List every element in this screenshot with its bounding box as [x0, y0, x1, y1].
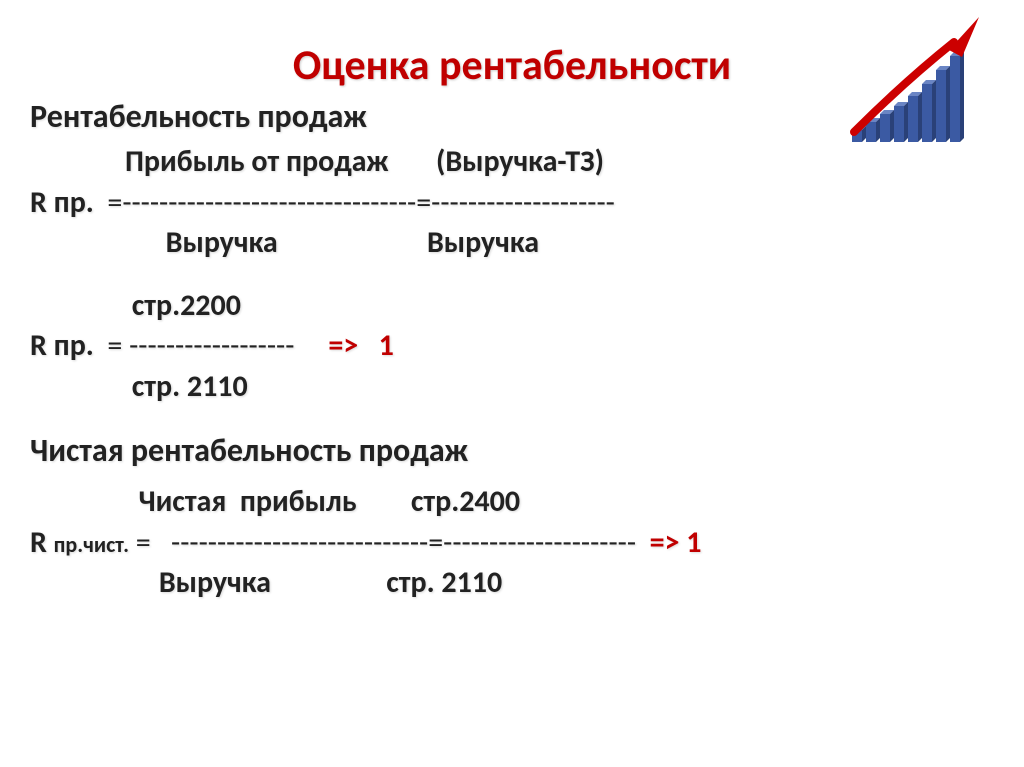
formula2-numerator: стр.2200: [30, 286, 994, 327]
formula3-line: R пр.чист. = ---------------------------…: [30, 523, 994, 564]
formula2-denominator: стр. 2110: [30, 367, 994, 408]
formula3-denominators: Выручка стр. 2110: [30, 563, 994, 604]
formula2-arrow: => 1: [328, 327, 393, 364]
formula3-prefix: R: [30, 524, 54, 561]
formula1-denominators: Выручка Выручка: [30, 223, 994, 264]
formula3-sep: = ----------------------------=---------…: [129, 524, 650, 561]
formula1-line: R пр. =--------------------------------=…: [30, 183, 994, 224]
section2-heading: Чистая рентабельность продаж: [30, 431, 994, 470]
formula2-sep: = ------------------: [107, 327, 328, 364]
growth-chart-icon: [844, 12, 994, 152]
formula2-line: R пр. = ------------------ => 1: [30, 326, 994, 367]
formula2-prefix: R пр.: [30, 327, 107, 364]
formula3-numerators: Чистая прибыль стр.2400: [30, 482, 994, 523]
formula1-sep: =--------------------------------=------…: [107, 184, 614, 221]
formula3-arrow: => 1: [650, 524, 702, 561]
formula3-sub: пр.чист.: [54, 531, 129, 558]
formula1-prefix: R пр.: [30, 184, 107, 221]
